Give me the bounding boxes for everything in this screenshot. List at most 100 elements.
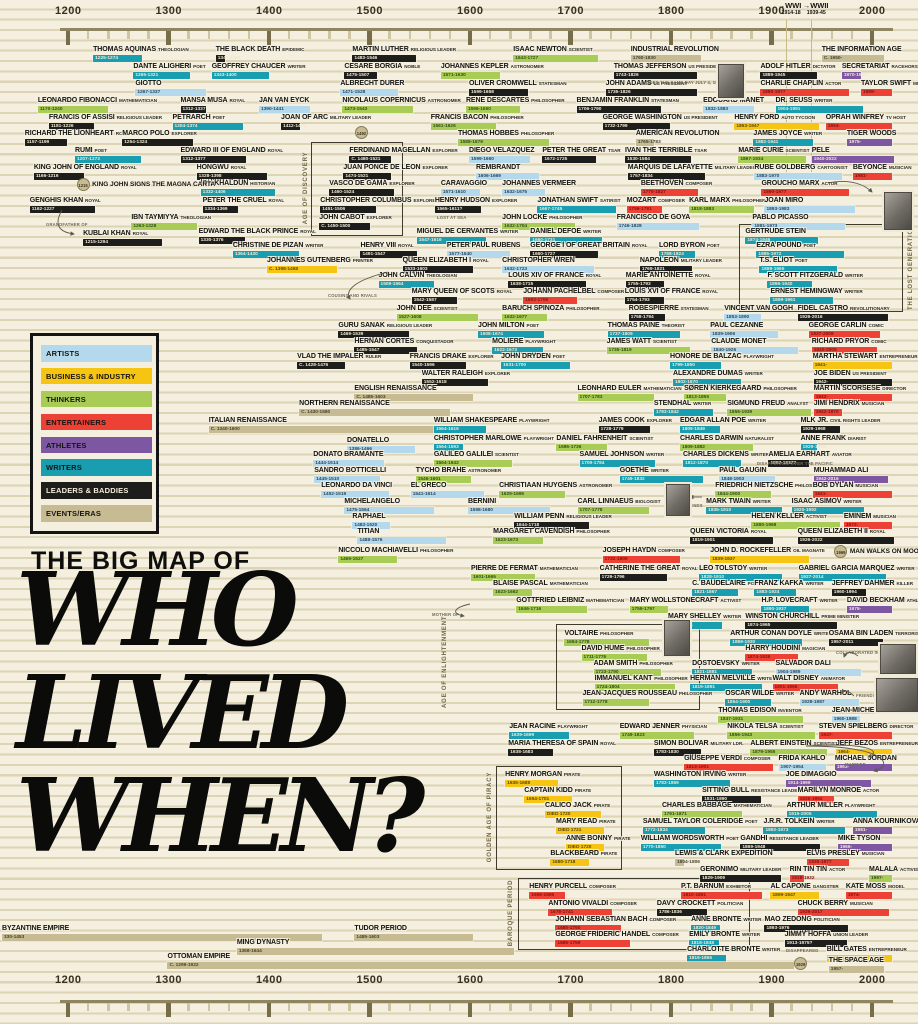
entry-dates: 1207-1273: [77, 157, 100, 162]
timeline-entry: IVAN THE TERRIBLE TSAR 1530-1584: [625, 147, 707, 163]
lifespan-bar: C. 1480-1521: [349, 156, 391, 163]
entry-role-label: DIRECTOR: [882, 386, 907, 391]
timeline-entry: MARY QUEEN OF SCOTS ROYAL 1542-1587: [411, 288, 512, 304]
entry-role-label: GANGSTER: [812, 884, 839, 889]
entry-name: GEORGE FRIDERIC HANDEL COMPOSER: [555, 931, 679, 938]
entry-dates: 1491-1547: [362, 252, 386, 257]
entry-name: VINCENT VAN GOGH: [724, 305, 793, 312]
axis-minor-tick: [609, 1003, 612, 1011]
timeline-entry: THE INFORMATION AGE C. 1950-: [821, 46, 902, 62]
legend-label: ARTISTS: [46, 349, 80, 358]
lifespan-bar: 1312-1337: [180, 106, 206, 113]
timeline-entry: GOETHE WRITER 1749-1832: [619, 467, 704, 483]
timeline-entry: H.P. LOVECRAFT WRITER 1890-1937: [761, 597, 838, 613]
entry-name: MIKE TYSON: [837, 835, 881, 842]
entry-name: THOMAS PAINE THEORIST: [607, 322, 685, 329]
lifespan-bar: 1737-1809: [607, 331, 681, 338]
timeline-entry: FRANZ KAFKA WRITER 1883-1924: [754, 580, 824, 596]
entry-role-label: ROYAL: [85, 198, 101, 203]
timeline-entry: JOHANNES VERMEER 1632-1675: [502, 180, 576, 196]
axis-minor-tick: [86, 31, 90, 39]
entry-dates: 1598-1680: [469, 508, 493, 513]
entry-name: ROBESPIERRE STATESMAN: [628, 305, 709, 312]
entry-name: ADAM SMITH PHILOSOPHER: [593, 660, 673, 667]
timeline-entry: JAN VAN EYCK 1390-1441: [258, 97, 311, 113]
timeline-entry: PETRARCH POET 1304-1374: [172, 114, 243, 130]
entry-role-label: COMPOSER: [589, 884, 616, 889]
entry-dates: 1754-1793: [626, 298, 650, 303]
entry-dates: 1853-1890: [726, 315, 750, 320]
entry-name: AL CAPONE GANGSTER: [770, 883, 839, 890]
lifespan-bar: 1629-1695: [499, 491, 566, 498]
axis-minor-tick: [408, 1003, 411, 1011]
lifespan-bar: 1769-1821: [639, 266, 693, 273]
lifespan-bar: 1660-1727: [530, 251, 598, 258]
legend-label: ATHLETES: [46, 440, 87, 450]
entry-name: LEONHARD EULER MATHEMATICIAN: [577, 385, 682, 392]
entry-name: THOMAS EDISON INVENTOR: [718, 707, 802, 714]
lifespan-bar: 1897-1937?: [768, 460, 809, 467]
entry-name: RICHARD PRYOR COMIC: [811, 338, 887, 345]
entry-dates: 1901-1966: [774, 685, 798, 690]
lifespan-bar: 1881-1973: [752, 223, 845, 230]
entry-name: JEFF BEZOS ENTREPRENEUR: [835, 740, 918, 747]
entry-role-label: MUSICIAN: [861, 401, 885, 406]
entry-dates: 1546-1601: [417, 477, 441, 482]
lifespan-bar: DIED 1721: [556, 827, 604, 834]
lifespan-bar: C. 1450-1500: [319, 223, 370, 230]
entry-name: EZRA POUND POET: [756, 242, 816, 249]
era-box-label: BAROQUE PERIOD: [508, 879, 514, 947]
axis-major-tick: [869, 1003, 875, 1017]
entry-name: JOHANN SEBASTIAN BACH COMPOSER: [555, 916, 677, 923]
axis-minor-tick: [750, 1003, 753, 1011]
lifespan-bar: 1840-1926: [711, 347, 798, 354]
entry-role-label: ROYAL: [398, 243, 414, 248]
entry-name: WASHINGTON IRVING WRITER: [653, 771, 747, 778]
timeline-entry: INDUSTRIAL REVOLUTION 1760-1830: [630, 46, 719, 62]
entry-name: GERTRUDE STEIN: [745, 228, 806, 235]
axis-minor-tick: [649, 31, 653, 39]
entry-name: JEAN-MICHEL BASQUIAT: [831, 707, 916, 714]
lifespan-bar: 1927-2014: [798, 574, 887, 581]
entry-role-label: PIRATE: [563, 772, 581, 777]
timeline-entry: JOHANNES KEPLER ASTRONOMER 1571-1630: [440, 63, 544, 79]
lifespan-bar: 1312-1377: [180, 156, 246, 163]
entry-name: EDWARD III OF ENGLAND ROYAL: [180, 147, 284, 154]
entry-role-label: EXPLORER: [492, 198, 518, 203]
timeline-entry: EDOUARD MANET 1832-1883: [703, 97, 764, 113]
axis-year-label: 2000: [859, 5, 886, 17]
entry-dates: 1483-1546: [354, 56, 378, 61]
entry-dates: 1839-1906: [712, 332, 736, 337]
legend-item-artists: ARTISTS: [41, 345, 152, 362]
entry-dates: 1874-1946: [747, 238, 771, 243]
axis-major-tick: [568, 31, 573, 45]
timeline-entry: RIN TIN TIN ACTOR 1918-1932: [789, 866, 845, 882]
lifespan-bar: 1263-1328: [131, 223, 197, 230]
entry-name: GEOFFREY CHAUCER WRITER: [211, 63, 306, 70]
timeline-entry: GALILEO GALILEI SCIENTIST 1564-1642: [433, 451, 519, 467]
entry-dates: 1672-1725: [544, 157, 568, 162]
timeline-entry: JOHN ADAMS US PRESIDENT 1735-1826: [605, 80, 698, 96]
legend-label: WRITERS: [46, 463, 82, 473]
lifespan-bar: 1469-1539: [338, 331, 409, 338]
entry-role-label: ROYAL: [750, 529, 767, 534]
entry-role-label: RELIGIOUS LEADER: [566, 514, 612, 519]
entry-role-label: RACEHORSE: [891, 64, 918, 69]
entry-name: VASCO DE GAMA EXPLORER: [329, 180, 415, 187]
lifespan-bar: 1879-1955: [750, 749, 827, 756]
timeline-entry: FRIDA KAHLO 1907-1954: [778, 755, 826, 771]
entry-dates: 1809-1882: [682, 445, 705, 450]
lifespan-bar: 1638-1683: [508, 749, 554, 756]
entry-name: CAPTAIN KIDD PIRATE: [524, 787, 592, 794]
entry-name: JONATHAN SWIFT SATIRIST: [537, 197, 621, 204]
entry-name: ALBRECHT DURER: [340, 80, 405, 87]
entry-name: HERMAN MELVILLE WRITER: [690, 675, 776, 682]
connector-note: DIED THE SAME DAY JULY 4, 1826: [648, 80, 723, 85]
entry-dates: 1890-1977: [763, 190, 787, 195]
timeline-entry: PABLO PICASSO 1881-1973: [752, 214, 845, 230]
entry-dates: 1225-1274: [95, 56, 119, 61]
lifespan-bar: 1816-1855: [687, 955, 727, 962]
lifespan-bar: 1475-1564: [344, 507, 434, 514]
entry-role-label: ASTRONOMER: [427, 98, 461, 103]
entry-role-label: WRITER: [749, 566, 768, 571]
